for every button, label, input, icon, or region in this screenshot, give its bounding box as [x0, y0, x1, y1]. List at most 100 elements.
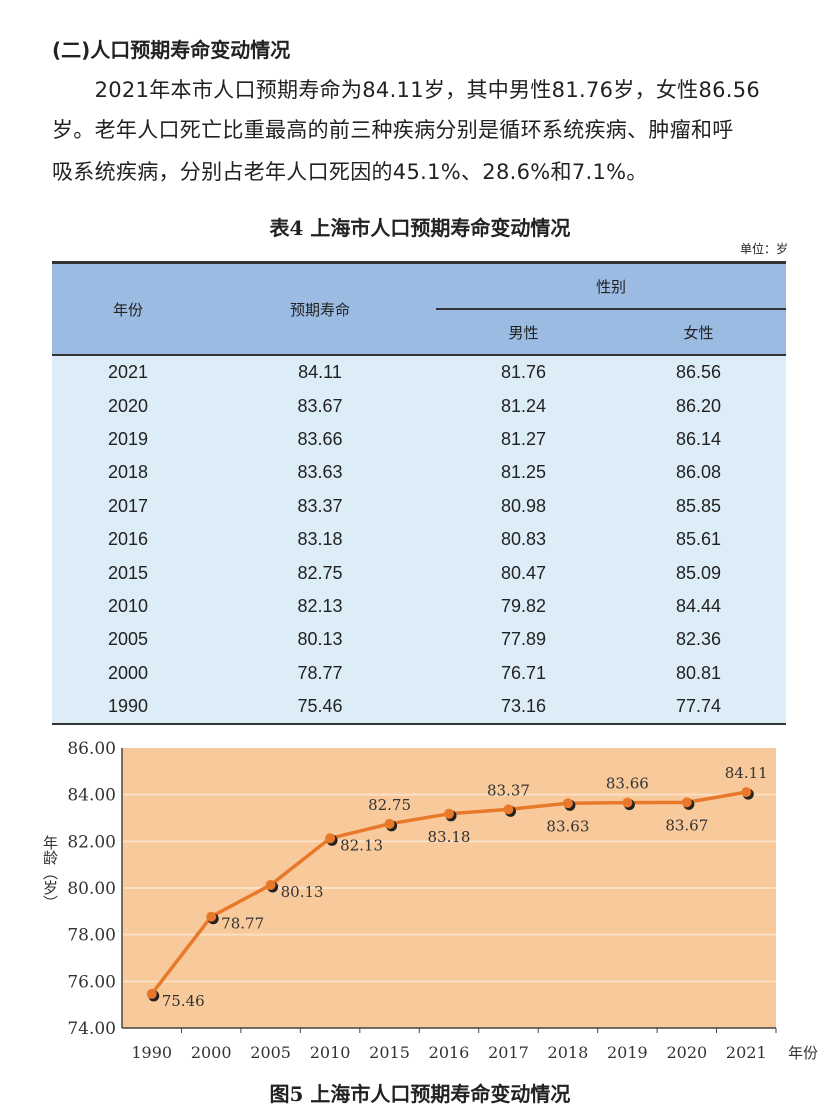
table-row: 2010 82.13 79.82 84.44: [52, 589, 786, 624]
cell-female: 85.09: [611, 556, 786, 590]
table-row: 2017 83.37 80.98 85.85: [52, 489, 786, 523]
data-point: [265, 879, 276, 890]
cell-female: 77.74: [611, 689, 786, 725]
cell-year: 1990: [52, 689, 204, 725]
life-expectancy-chart: 74.00 76.00 78.00 80.00 82.00 84.00 86.00 1990 2…: [41, 739, 818, 1062]
cell-male: 81.76: [436, 355, 611, 390]
data-label: 75.46: [162, 992, 205, 1010]
x-tick-label: 2019: [607, 1043, 648, 1062]
cell-male: 80.98: [436, 489, 611, 523]
cell-female: 86.20: [611, 389, 786, 423]
y-tick-label: 80.00: [67, 879, 116, 899]
y-tick-label: 86.00: [67, 739, 116, 759]
table-row: 2015 82.75 80.47 85.09: [52, 556, 786, 590]
table-row: 2021 84.11 81.76 86.56: [52, 355, 786, 390]
life-expectancy-table: 年份 预期寿命 性别 男性 女性 2021 84.11 81.76 86.56 2020…: [52, 261, 786, 725]
cell-male: 79.82: [436, 589, 611, 624]
cell-female: 86.56: [611, 355, 786, 390]
table-row: 2018 83.63 81.25 86.08: [52, 456, 786, 490]
cell-female: 80.81: [611, 656, 786, 690]
header-female: 女性: [611, 309, 786, 355]
cell-year: 2017: [52, 489, 204, 523]
y-axis-label: 年龄（岁）: [41, 835, 59, 910]
cell-male: 76.71: [436, 656, 611, 690]
table-row: 1990 75.46 73.16 77.74: [52, 689, 786, 725]
cell-female: 85.61: [611, 522, 786, 557]
figure-title: 图5 上海市人口预期寿命变动情况: [269, 1082, 571, 1106]
data-label: 82.75: [368, 796, 411, 814]
data-label: 84.11: [725, 764, 768, 782]
cell-life-expectancy: 75.46: [204, 689, 436, 725]
data-point: [503, 804, 514, 815]
data-point: [741, 787, 752, 798]
cell-female: 84.44: [611, 589, 786, 624]
y-tick-label: 84.00: [67, 786, 116, 806]
cell-year: 2005: [52, 623, 204, 657]
x-tick-label: 2005: [250, 1043, 291, 1062]
cell-life-expectancy: 83.37: [204, 489, 436, 523]
data-label: 83.67: [665, 816, 708, 834]
data-label: 83.18: [428, 828, 471, 846]
x-tick-label: 2016: [429, 1043, 470, 1062]
cell-male: 73.16: [436, 689, 611, 725]
cell-life-expectancy: 83.67: [204, 389, 436, 423]
table-row: 2016 83.18 80.83 85.61: [52, 522, 786, 557]
cell-year: 2020: [52, 389, 204, 423]
data-label: 80.13: [281, 883, 324, 901]
x-tick-label: 2021: [726, 1043, 767, 1062]
cell-female: 86.08: [611, 456, 786, 490]
cell-life-expectancy: 83.18: [204, 522, 436, 557]
data-label: 78.77: [221, 915, 264, 933]
table-unit: 单位：岁: [739, 242, 788, 256]
data-point: [206, 911, 217, 922]
data-point: [562, 798, 573, 809]
cell-year: 2021: [52, 355, 204, 390]
cell-year: 2018: [52, 456, 204, 490]
cell-life-expectancy: 80.13: [204, 623, 436, 657]
cell-life-expectancy: 84.11: [204, 355, 436, 390]
cell-male: 81.27: [436, 422, 611, 457]
header-gender: 性别: [436, 262, 786, 310]
table-row: 2005 80.13 77.89 82.36: [52, 623, 786, 657]
table-row: 2000 78.77 76.71 80.81: [52, 656, 786, 690]
header-life-expectancy: 预期寿命: [204, 262, 436, 355]
paragraph-line: 2021年本市人口预期寿命为84.11岁，其中男性81.76岁，女性86.56: [52, 78, 761, 102]
data-label: 82.13: [340, 836, 383, 854]
cell-life-expectancy: 83.63: [204, 456, 436, 490]
y-tick-label: 78.00: [67, 926, 116, 946]
x-tick-label: 2018: [548, 1043, 589, 1062]
cell-male: 80.47: [436, 556, 611, 590]
table-row: 2019 83.66 81.27 86.14: [52, 422, 786, 457]
cell-male: 81.24: [436, 389, 611, 423]
data-point: [146, 988, 157, 999]
data-point: [681, 797, 692, 808]
cell-life-expectancy: 83.66: [204, 422, 436, 457]
x-axis-label: 年份: [788, 1044, 818, 1062]
cell-life-expectancy: 82.13: [204, 589, 436, 624]
section-title: (二)人口预期寿命变动情况: [52, 38, 291, 62]
table-title: 表4 上海市人口预期寿命变动情况: [269, 216, 571, 240]
cell-male: 80.83: [436, 522, 611, 557]
x-tick-label: 2017: [488, 1043, 529, 1062]
x-tick-label: 2000: [191, 1043, 232, 1062]
cell-year: 2016: [52, 522, 204, 557]
cell-female: 86.14: [611, 422, 786, 457]
header-year: 年份: [52, 262, 204, 355]
cell-life-expectancy: 82.75: [204, 556, 436, 590]
x-tick-label: 1990: [131, 1043, 172, 1062]
data-label: 83.63: [546, 817, 589, 835]
data-point: [444, 808, 454, 819]
header-male: 男性: [436, 309, 611, 355]
data-label: 83.66: [606, 775, 649, 793]
cell-life-expectancy: 78.77: [204, 656, 436, 690]
x-tick-label: 2020: [666, 1043, 707, 1062]
y-tick-label: 76.00: [67, 972, 116, 992]
cell-year: 2019: [52, 422, 204, 457]
cell-female: 82.36: [611, 623, 786, 657]
x-tick-label: 2010: [310, 1043, 351, 1062]
paragraph-line: 吸系统疾病，分别占老年人口死因的45.1%、28.6%和7.1%。: [52, 160, 648, 184]
table-row: 2020 83.67 81.24 86.20: [52, 389, 786, 423]
y-tick-label: 82.00: [67, 832, 116, 852]
data-point: [622, 797, 633, 808]
cell-male: 81.25: [436, 456, 611, 490]
